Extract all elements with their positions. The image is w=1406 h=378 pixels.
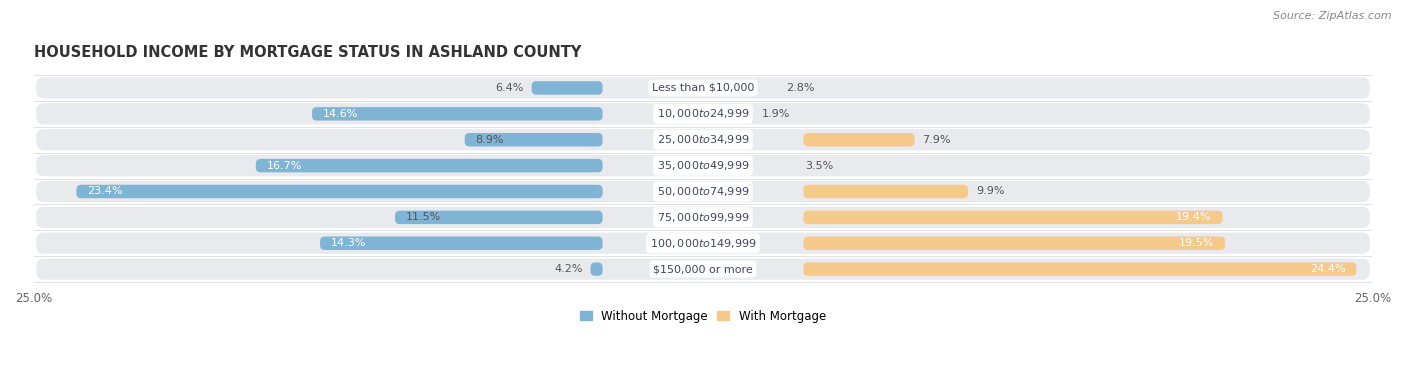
Text: 16.7%: 16.7% [267, 161, 302, 170]
FancyBboxPatch shape [37, 103, 1369, 124]
FancyBboxPatch shape [321, 237, 603, 250]
FancyBboxPatch shape [37, 207, 1369, 228]
FancyBboxPatch shape [312, 107, 603, 121]
FancyBboxPatch shape [37, 181, 1369, 202]
Text: $10,000 to $24,999: $10,000 to $24,999 [657, 107, 749, 120]
Text: Less than $10,000: Less than $10,000 [652, 83, 754, 93]
FancyBboxPatch shape [37, 129, 1369, 150]
Text: 7.9%: 7.9% [922, 135, 950, 145]
Text: 9.9%: 9.9% [976, 186, 1005, 197]
Legend: Without Mortgage, With Mortgage: Without Mortgage, With Mortgage [575, 305, 831, 327]
Text: $25,000 to $34,999: $25,000 to $34,999 [657, 133, 749, 146]
FancyBboxPatch shape [256, 159, 603, 172]
FancyBboxPatch shape [37, 155, 1369, 176]
Text: 2.8%: 2.8% [786, 83, 814, 93]
Text: Source: ZipAtlas.com: Source: ZipAtlas.com [1274, 11, 1392, 21]
Text: 14.6%: 14.6% [323, 109, 359, 119]
Text: 4.2%: 4.2% [554, 264, 582, 274]
Text: 8.9%: 8.9% [475, 135, 503, 145]
Text: 14.3%: 14.3% [330, 238, 366, 248]
Text: 6.4%: 6.4% [495, 83, 523, 93]
FancyBboxPatch shape [531, 81, 603, 94]
FancyBboxPatch shape [803, 237, 1225, 250]
FancyBboxPatch shape [37, 77, 1369, 99]
Text: 3.5%: 3.5% [804, 161, 832, 170]
Text: 1.9%: 1.9% [762, 109, 790, 119]
Text: 23.4%: 23.4% [87, 186, 122, 197]
Text: $35,000 to $49,999: $35,000 to $49,999 [657, 159, 749, 172]
FancyBboxPatch shape [37, 259, 1369, 280]
Text: $100,000 to $149,999: $100,000 to $149,999 [650, 237, 756, 250]
Text: 11.5%: 11.5% [406, 212, 441, 222]
FancyBboxPatch shape [803, 133, 914, 146]
FancyBboxPatch shape [395, 211, 603, 224]
FancyBboxPatch shape [803, 262, 1357, 276]
FancyBboxPatch shape [803, 211, 1222, 224]
FancyBboxPatch shape [591, 262, 603, 276]
FancyBboxPatch shape [803, 185, 969, 198]
Text: $150,000 or more: $150,000 or more [654, 264, 752, 274]
Text: 19.5%: 19.5% [1180, 238, 1215, 248]
Text: HOUSEHOLD INCOME BY MORTGAGE STATUS IN ASHLAND COUNTY: HOUSEHOLD INCOME BY MORTGAGE STATUS IN A… [34, 45, 581, 60]
FancyBboxPatch shape [76, 185, 603, 198]
Text: 19.4%: 19.4% [1177, 212, 1212, 222]
Text: $75,000 to $99,999: $75,000 to $99,999 [657, 211, 749, 224]
FancyBboxPatch shape [464, 133, 603, 146]
FancyBboxPatch shape [37, 232, 1369, 254]
Text: 24.4%: 24.4% [1310, 264, 1346, 274]
Text: $50,000 to $74,999: $50,000 to $74,999 [657, 185, 749, 198]
